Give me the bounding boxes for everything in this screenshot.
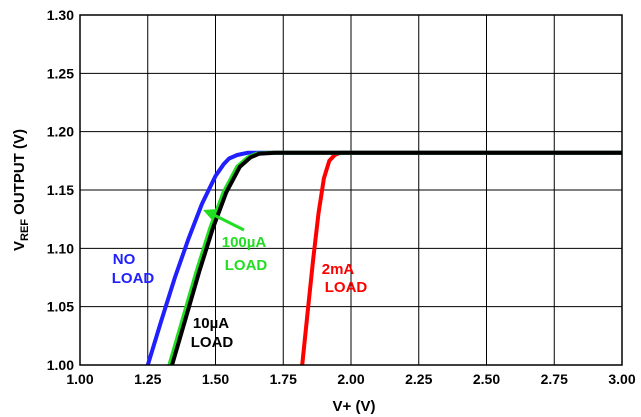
- annotation-100ua-arrow: [209, 211, 245, 232]
- grid: [79, 14, 623, 366]
- x-tick-label: 1.75: [270, 371, 297, 387]
- annotation-10ua-load-line2: LOAD: [191, 334, 234, 351]
- y-axis-title-main: V: [11, 241, 28, 251]
- y-tick-label: 1.20: [47, 124, 74, 140]
- annotation-2ma-load: 2mA LOAD: [322, 261, 368, 296]
- x-tick-label: 1.00: [66, 371, 93, 387]
- y-tick-label: 1.10: [47, 240, 74, 256]
- series-line-2ma-load: [300, 150, 622, 366]
- y-axis-title: VREF OUTPUT (V): [11, 129, 31, 251]
- y-axis-title-rest: OUTPUT (V): [11, 129, 28, 219]
- x-tick-label: 2.50: [473, 371, 500, 387]
- y-tick-label: 1.25: [47, 65, 74, 81]
- x-tick-label: 2.00: [337, 371, 364, 387]
- annotation-100ua-load-line2: LOAD: [225, 257, 268, 274]
- x-axis-title: V+ (V): [333, 398, 376, 415]
- annotation-100ua-arrowhead: [203, 209, 218, 220]
- x-tick-label: 2.75: [541, 371, 568, 387]
- y-tick-label: 1.30: [47, 7, 74, 23]
- annotation-10ua-load-line1: 10µA: [193, 315, 229, 332]
- series-line-10ua-load: [170, 150, 622, 366]
- x-tick-label: 2.25: [405, 371, 432, 387]
- annotation-no-load-line1: NO: [113, 251, 136, 268]
- annotation-100ua-load-line1: 100µA: [222, 234, 267, 251]
- y-axis-title-sub: REF: [19, 219, 31, 241]
- y-tick-labels: 1.00 1.05 1.10 1.15 1.20 1.25 1.30: [47, 7, 74, 373]
- x-tick-label: 3.00: [608, 371, 635, 387]
- annotation-no-load-line2: LOAD: [112, 270, 155, 287]
- annotation-10ua-load: 10µA LOAD: [191, 315, 234, 351]
- annotation-no-load: NO LOAD: [112, 251, 155, 287]
- y-tick-label: 1.05: [47, 299, 74, 315]
- y-tick-label: 1.00: [47, 357, 74, 373]
- annotation-2ma-load-line2: LOAD: [325, 279, 368, 296]
- x-tick-label: 1.50: [202, 371, 229, 387]
- x-tick-label: 1.25: [134, 371, 161, 387]
- series-lines: [145, 150, 622, 366]
- x-tick-labels: 1.00 1.25 1.50 1.75 2.00 2.25 2.50 2.75 3.00: [66, 371, 635, 387]
- annotation-2ma-load-line1: 2mA: [322, 261, 355, 278]
- annotation-100ua-load: 100µA LOAD: [203, 209, 267, 274]
- series-line-no-load: [145, 150, 622, 366]
- y-tick-label: 1.15: [47, 182, 74, 198]
- plot-frame: [79, 14, 623, 366]
